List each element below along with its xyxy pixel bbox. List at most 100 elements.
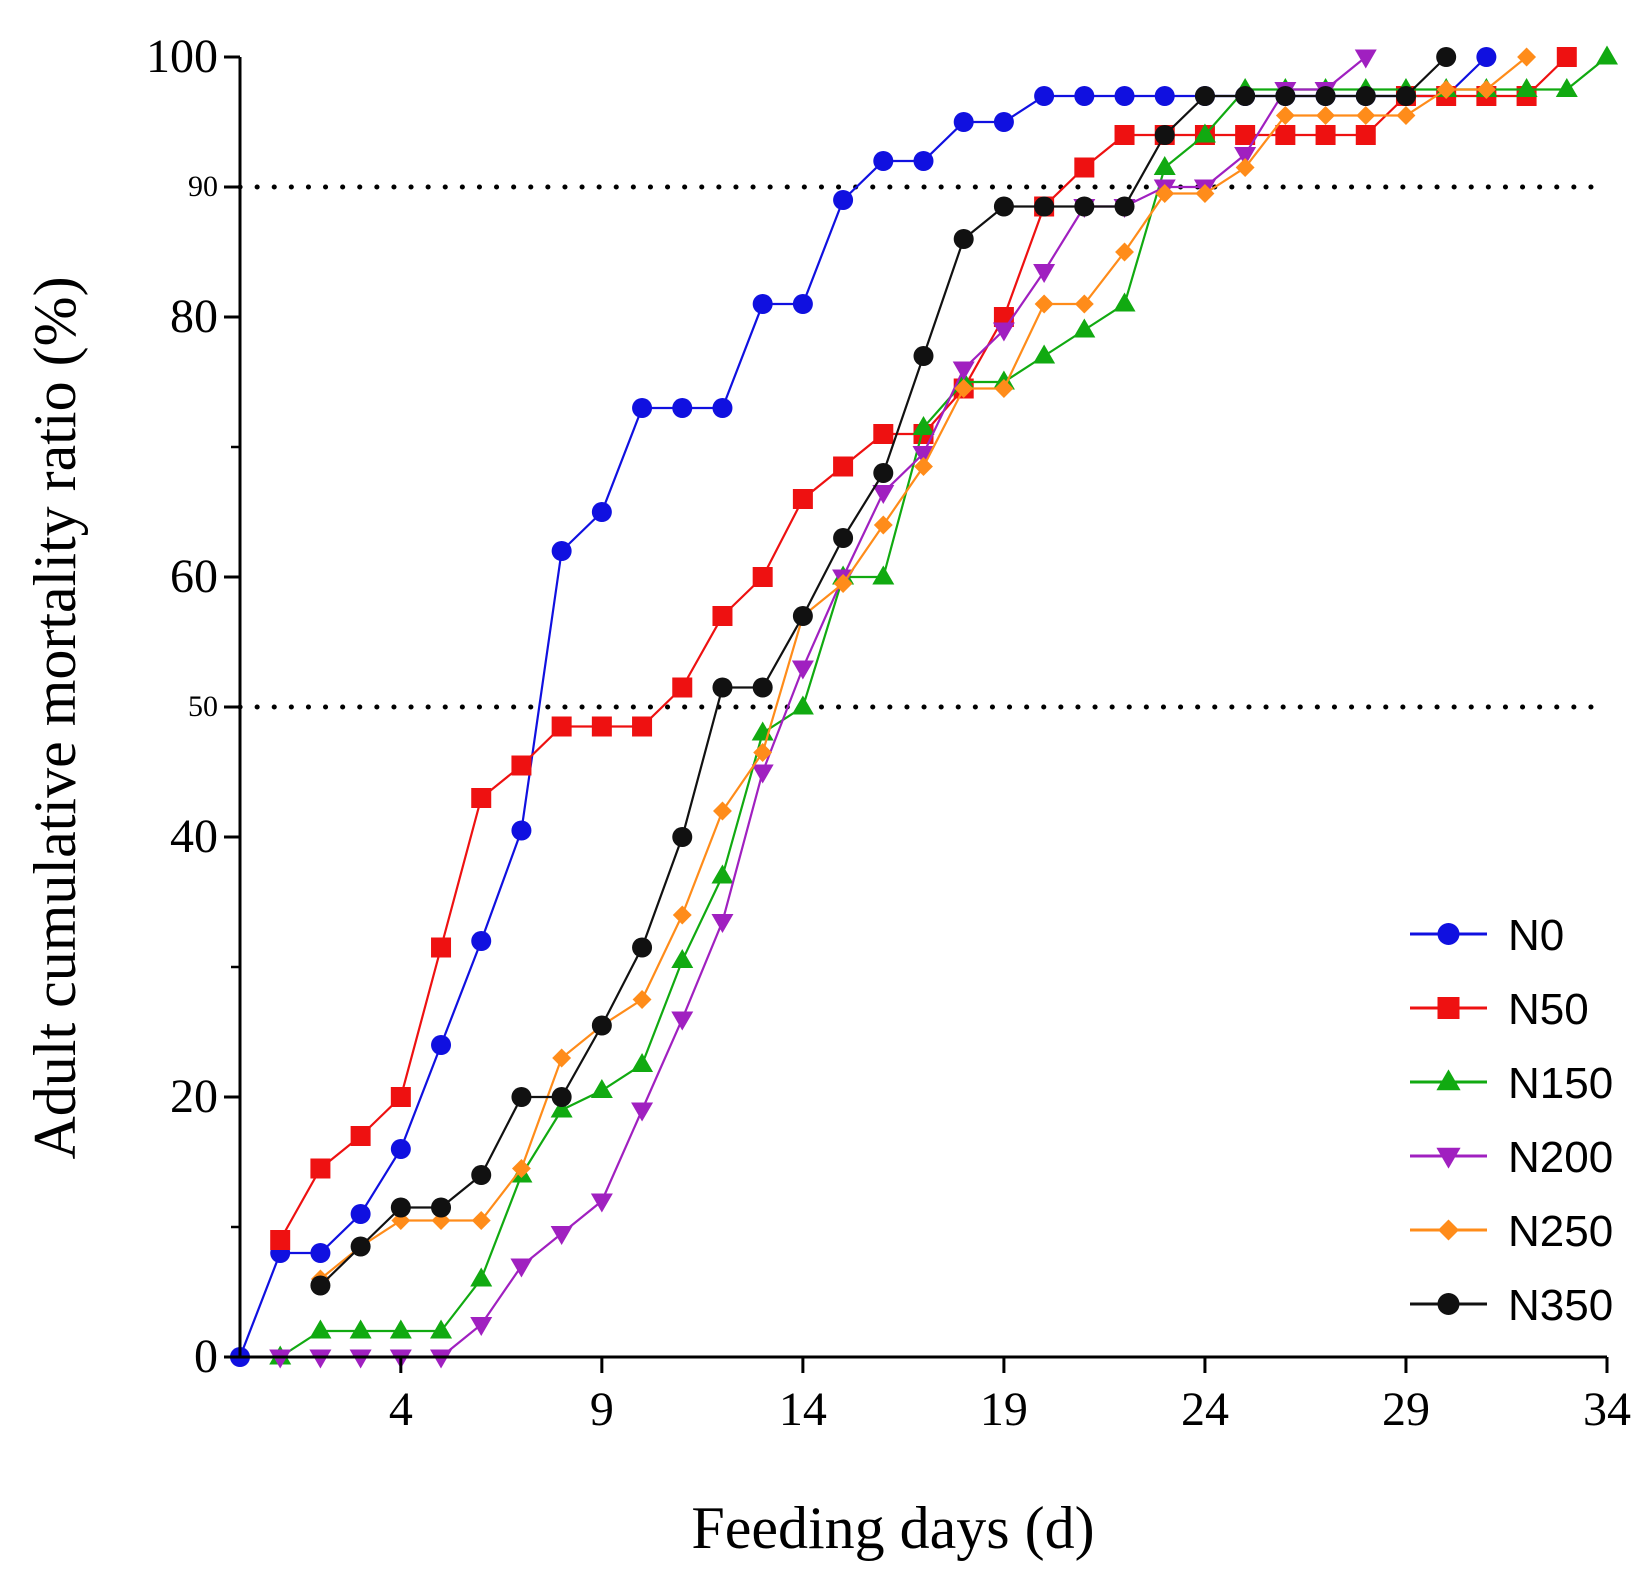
data-point-n350-6: [471, 1165, 492, 1185]
data-point-n350-21: [1074, 196, 1095, 217]
data-point-n0-16: [873, 151, 894, 171]
legend-item-n150: N150: [1410, 1059, 1613, 1108]
data-point-n150-10: [631, 1053, 654, 1072]
data-point-n50-2: [310, 1158, 331, 1179]
data-point-n0-6: [471, 931, 492, 951]
legend: N0 N50 N150 N200 N250 N350: [1410, 911, 1613, 1330]
x-axis-title: Feeding days (d): [691, 1495, 1094, 1561]
data-point-n0-9: [591, 502, 612, 522]
data-point-n350-19: [993, 196, 1014, 217]
data-point-n350-11: [672, 827, 693, 847]
data-point-n200-9: [590, 1193, 613, 1213]
data-point-n350-27: [1315, 86, 1336, 106]
data-point-n350-7: [511, 1087, 532, 1107]
data-point-n250-26: [1275, 106, 1295, 125]
y-axis-title: Adult cumulative mortality ratio (%): [22, 276, 88, 1159]
data-point-n350-17: [913, 346, 934, 366]
data-point-n50-22: [1114, 125, 1135, 145]
data-point-n150-6: [470, 1267, 493, 1287]
legend-label-n0: N0: [1508, 911, 1564, 960]
data-point-n200-10: [631, 1102, 654, 1122]
data-point-n200-25: [1234, 147, 1257, 166]
series-line-n350: [319, 56, 1447, 1287]
data-point-n50-13: [752, 567, 773, 587]
data-point-n350-24: [1194, 86, 1215, 106]
legend-item-n50: N50: [1410, 985, 1589, 1034]
legend-label-n350: N350: [1508, 1281, 1613, 1330]
data-point-n250-28: [1356, 106, 1376, 125]
data-point-n150-21: [1073, 318, 1096, 338]
data-point-n50-11: [672, 677, 693, 698]
series-line-n50: [279, 56, 1568, 1241]
y-tick-label-50: 50: [188, 690, 218, 723]
data-point-n350-22: [1114, 196, 1135, 217]
x-tick-label-4: 4: [389, 1383, 413, 1436]
data-point-n350-26: [1275, 86, 1296, 106]
data-point-n250-31: [1476, 80, 1496, 99]
data-point-n0-23: [1154, 86, 1175, 106]
data-point-n50-4: [390, 1087, 411, 1107]
data-point-n50-14: [792, 489, 813, 509]
series-group: [230, 45, 1618, 1369]
data-point-n150-16: [872, 565, 895, 585]
x-tick-label-24: 24: [1181, 1383, 1229, 1436]
data-point-n350-2: [310, 1275, 331, 1296]
data-point-n200-5: [430, 1349, 453, 1369]
x-tick-label-9: 9: [590, 1383, 614, 1436]
data-point-n350-15: [833, 528, 854, 548]
data-point-n350-16: [873, 463, 894, 483]
data-point-n250-23: [1155, 184, 1175, 203]
data-point-n350-14: [792, 606, 813, 626]
data-point-n0-13: [752, 294, 773, 314]
data-point-n250-22: [1115, 242, 1134, 262]
y-tick-label-60: 60: [170, 550, 218, 603]
data-point-n50-28: [1355, 125, 1376, 145]
data-point-n0-22: [1114, 86, 1135, 106]
y-tick-label-80: 80: [170, 290, 218, 343]
data-point-n250-29: [1396, 106, 1416, 125]
data-point-n250-27: [1316, 106, 1336, 125]
data-point-n150-20: [1033, 344, 1056, 364]
data-point-n50-6: [471, 788, 492, 808]
data-point-n150-3: [349, 1319, 372, 1339]
legend-item-n200: N200: [1410, 1133, 1613, 1182]
data-point-n200-12: [711, 914, 734, 933]
data-point-n250-12: [713, 801, 732, 821]
legend-marker-n150: [1436, 1069, 1461, 1091]
data-point-n150-11: [671, 949, 694, 968]
data-point-n350-28: [1355, 86, 1376, 106]
data-point-n150-9: [590, 1079, 613, 1098]
data-point-n200-13: [751, 764, 774, 784]
data-point-n150-5: [430, 1319, 453, 1339]
data-point-n250-16: [873, 515, 893, 535]
data-point-n200-14: [791, 660, 814, 680]
data-point-n200-3: [349, 1349, 372, 1369]
legend-marker-n50: [1437, 997, 1460, 1019]
data-point-n350-9: [591, 1015, 612, 1036]
legend-label-n150: N150: [1508, 1059, 1613, 1108]
data-point-n250-15: [833, 574, 853, 593]
data-point-n350-23: [1154, 125, 1175, 145]
data-point-n50-21: [1074, 157, 1095, 178]
y-tick-label-40: 40: [170, 810, 218, 863]
data-point-n150-17: [912, 416, 935, 435]
reference-lines: [237, 184, 1610, 710]
data-point-n250-20: [1034, 294, 1054, 314]
data-point-n0-11: [672, 398, 693, 418]
data-point-n250-25: [1235, 158, 1255, 177]
data-point-n150-32: [1515, 78, 1538, 97]
legend-marker-n250: [1438, 1219, 1459, 1241]
y-tick-label-90: 90: [188, 170, 218, 203]
data-point-n50-15: [833, 456, 854, 477]
data-point-n250-6: [471, 1211, 491, 1230]
data-point-n0-2: [310, 1243, 331, 1263]
data-point-n250-7: [511, 1159, 531, 1178]
data-point-n0-4: [390, 1139, 411, 1159]
series-n150: [269, 45, 1618, 1365]
x-tick-label-14: 14: [779, 1383, 827, 1436]
data-point-n350-18: [953, 229, 974, 249]
data-point-n350-5: [431, 1197, 452, 1218]
data-point-n200-11: [671, 1011, 694, 1031]
legend-marker-n350: [1437, 1293, 1460, 1315]
